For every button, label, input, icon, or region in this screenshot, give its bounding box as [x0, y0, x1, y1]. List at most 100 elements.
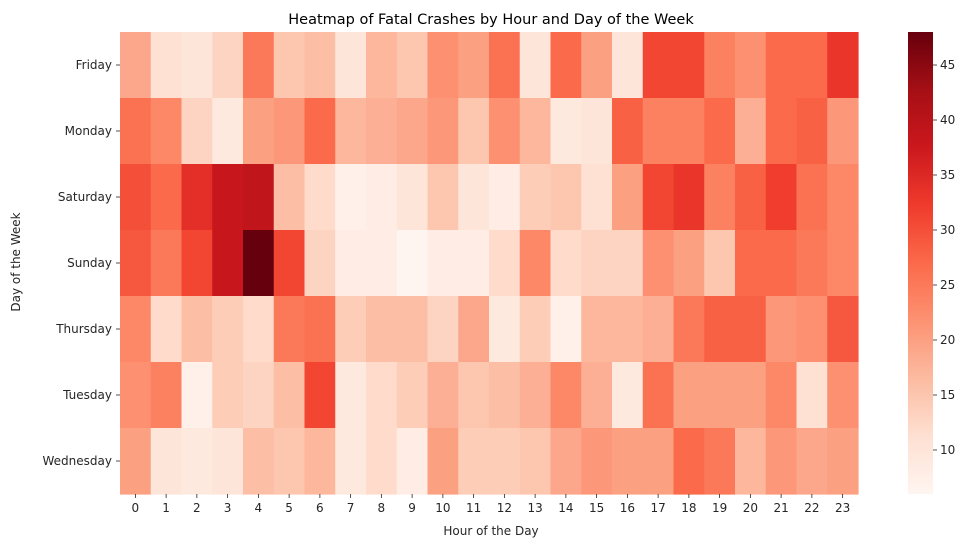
colorbar-tick-label: 25: [940, 278, 955, 292]
heatmap-cell: [489, 296, 521, 363]
heatmap-cell: [427, 296, 459, 363]
x-tick-label: 1: [162, 501, 170, 515]
heatmap-cell: [673, 362, 705, 429]
heatmap-cell: [673, 164, 705, 231]
heatmap-cell: [704, 230, 736, 297]
heatmap-cell: [366, 164, 398, 231]
colorbar: [908, 32, 933, 494]
heatmap-cell: [704, 296, 736, 363]
heatmap-cell: [673, 296, 705, 363]
heatmap-cell: [827, 362, 859, 429]
heatmap-cell: [396, 296, 429, 363]
heatmap-cell: [427, 362, 459, 429]
heatmap-cell: [335, 428, 367, 495]
heatmap-cell: [550, 230, 582, 297]
heatmap-cell: [396, 32, 429, 99]
heatmap-cell: [550, 428, 582, 495]
heatmap-cell: [335, 230, 367, 297]
heatmap-cell: [181, 428, 213, 495]
heatmap-cell: [550, 98, 582, 165]
heatmap-cell: [120, 428, 152, 495]
y-tick-label: Tuesday: [62, 388, 112, 402]
heatmap-cell: [366, 296, 398, 363]
x-tick-label: 19: [712, 501, 727, 515]
heatmap-cell: [243, 230, 275, 297]
heatmap-cell: [181, 98, 213, 165]
heatmap-cell: [827, 32, 859, 99]
heatmap-cell: [273, 98, 306, 165]
heatmap-cell: [304, 32, 336, 99]
heatmap-cell: [519, 164, 552, 231]
x-tick-label: 10: [435, 501, 450, 515]
heatmap-cell: [150, 428, 183, 495]
y-tick-label: Thursday: [55, 322, 112, 336]
heatmap-cell: [642, 428, 675, 495]
x-tick-label: 15: [589, 501, 604, 515]
heatmap-cell: [396, 164, 429, 231]
x-tick-label: 13: [527, 501, 542, 515]
heatmap-cell: [519, 98, 552, 165]
heatmap-cell: [581, 230, 613, 297]
heatmap-cell: [458, 98, 490, 165]
heatmap-cell: [427, 32, 459, 99]
heatmap-cell: [212, 296, 244, 363]
heatmap-cell: [366, 98, 398, 165]
heatmap-cell: [150, 296, 183, 363]
heatmap-cell: [120, 98, 152, 165]
heatmap-cell: [765, 98, 798, 165]
heatmap-cell: [489, 164, 521, 231]
heatmap-cell: [427, 230, 459, 297]
heatmap-cell: [796, 362, 828, 429]
heatmap-cell: [120, 32, 152, 99]
heatmap-cell: [550, 296, 582, 363]
heatmap-cell: [150, 230, 183, 297]
heatmap-cell: [735, 164, 767, 231]
heatmap-cell: [458, 428, 490, 495]
heatmap-cell: [519, 32, 552, 99]
heatmap-cell: [212, 230, 244, 297]
heatmap-cell: [673, 230, 705, 297]
heatmap-cell: [396, 362, 429, 429]
heatmap-cell: [304, 230, 336, 297]
heatmap-cell: [396, 230, 429, 297]
heatmap-cell: [827, 428, 859, 495]
heatmap-cell: [796, 32, 828, 99]
heatmap-cell: [796, 164, 828, 231]
heatmap-cell: [243, 362, 275, 429]
heatmap-cell: [612, 362, 644, 429]
heatmap-cell: [581, 164, 613, 231]
heatmap-cell: [120, 164, 152, 231]
heatmap-cell: [396, 98, 429, 165]
heatmap-cell: [427, 428, 459, 495]
colorbar-tick-label: 45: [940, 58, 955, 72]
heatmap-cell: [458, 362, 490, 429]
y-tick-label: Friday: [76, 58, 112, 72]
colorbar-tick-label: 35: [940, 168, 955, 182]
heatmap-cell: [519, 362, 552, 429]
y-axis-label: Day of the Week: [9, 212, 23, 311]
x-tick-label: 4: [255, 501, 263, 515]
heatmap-cell: [181, 32, 213, 99]
heatmap-cell: [765, 164, 798, 231]
heatmap-cell: [796, 230, 828, 297]
y-tick-label: Wednesday: [43, 454, 112, 468]
heatmap-cell: [489, 98, 521, 165]
heatmap-cell: [150, 32, 183, 99]
heatmap-cell: [366, 230, 398, 297]
heatmap-cell: [366, 428, 398, 495]
heatmap-cell: [120, 296, 152, 363]
x-tick-label: 2: [193, 501, 201, 515]
x-tick-label: 22: [804, 501, 819, 515]
heatmap-cell: [642, 296, 675, 363]
heatmap-cell: [181, 230, 213, 297]
heatmap-cell: [304, 428, 336, 495]
heatmap-cell: [827, 164, 859, 231]
x-tick-label: 11: [466, 501, 481, 515]
heatmap-cell: [704, 428, 736, 495]
heatmap-cell: [273, 164, 306, 231]
x-tick-label: 18: [681, 501, 696, 515]
y-tick-label: Monday: [65, 124, 112, 138]
x-tick-label: 7: [347, 501, 355, 515]
heatmap-cell: [489, 362, 521, 429]
